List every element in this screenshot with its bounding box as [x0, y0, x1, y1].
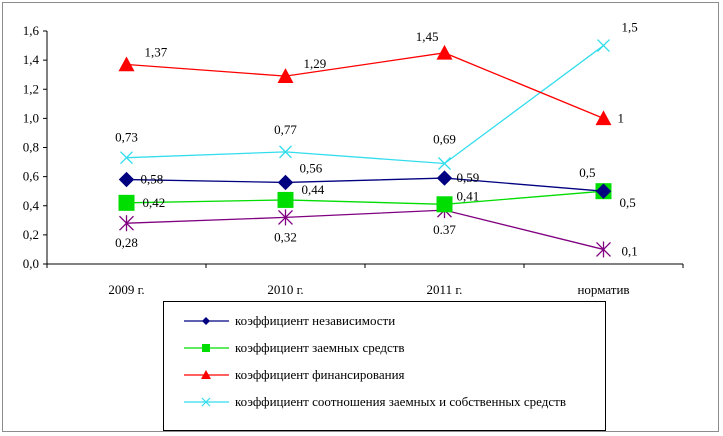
- data-point: [436, 170, 453, 186]
- data-label: 1,37: [145, 44, 168, 59]
- data-label: 1,45: [416, 29, 439, 44]
- data-point: [279, 145, 292, 159]
- series-line: [126, 190, 604, 205]
- data-point-stroke: [279, 145, 292, 159]
- data-label: 0,5: [620, 195, 636, 210]
- y-tick-label: 0,8: [23, 140, 39, 155]
- legend-marker-stroke: [201, 397, 211, 407]
- data-label: 0,1: [622, 243, 638, 258]
- data-point: [277, 68, 294, 83]
- legend-item: коэффициент соотношения заемных и собств…: [164, 392, 566, 412]
- legend-label: коэффициент финансирования: [235, 367, 405, 382]
- data-label: 0,42: [143, 195, 166, 210]
- legend-label: коэффициент соотношения заемных и собств…: [235, 394, 566, 409]
- y-tick-label: 1,4: [23, 52, 40, 67]
- data-label: 0.37: [433, 222, 456, 237]
- x-tick-label: норматив: [577, 282, 629, 297]
- series-line: [126, 45, 604, 165]
- data-point: [595, 110, 612, 126]
- data-label: 0,5: [579, 165, 595, 180]
- data-point-stroke: [438, 157, 451, 170]
- data-point: [278, 209, 293, 226]
- data-point: [120, 151, 133, 165]
- data-label: 0,28: [115, 235, 138, 250]
- data-point: [277, 174, 294, 191]
- y-tick-label: 0,0: [23, 256, 39, 271]
- legend-item: коэффициент независимости: [164, 311, 395, 331]
- y-tick-label: 1,0: [23, 110, 39, 125]
- legend-marker: [202, 344, 210, 352]
- legend-marker: [201, 370, 211, 379]
- y-tick-label: 0,6: [23, 169, 40, 184]
- data-point-stroke: [597, 39, 610, 53]
- y-tick-label: 1,6: [23, 23, 40, 38]
- legend-swatch: [184, 344, 229, 352]
- data-point: [596, 241, 611, 258]
- data-label: 0,58: [141, 172, 164, 187]
- data-label: 0,44: [302, 182, 325, 197]
- y-tick-label: 1,2: [23, 81, 39, 96]
- data-label: 0,56: [300, 160, 323, 175]
- data-label: 1,29: [304, 56, 327, 71]
- data-label: 0,69: [433, 132, 456, 147]
- data-label: 0,77: [274, 122, 297, 137]
- legend-swatch: [184, 397, 229, 407]
- legend-marker: [202, 317, 210, 325]
- legend-item: коэффициент заемных средств: [164, 338, 405, 358]
- data-point-stroke: [120, 151, 133, 165]
- chart-legend: коэффициент независимости коэффициент зае…: [163, 301, 606, 431]
- legend-marker: [201, 397, 211, 407]
- legend-swatch: [184, 317, 229, 325]
- data-label: 0,32: [274, 229, 297, 244]
- legend-swatch: [184, 370, 229, 379]
- series-line: [126, 52, 604, 119]
- series-line: [126, 209, 604, 251]
- data-point: [277, 191, 294, 208]
- data-label: 1,5: [622, 20, 638, 35]
- data-point: [436, 44, 453, 60]
- chart-frame: 0,0 0,2 0,4 0,6 0,8 1,0 1,2 1,4 1,6 2009 г. 2010 г…: [2, 2, 719, 432]
- data-point: [118, 194, 135, 211]
- data-point: [436, 196, 453, 213]
- data-point: [119, 215, 134, 232]
- x-tick-label: 2010 г.: [267, 282, 303, 297]
- series-line: [126, 177, 604, 192]
- data-point: [595, 183, 612, 199]
- line-chart: 0,0 0,2 0,4 0,6 0,8 1,0 1,2 1,4 1,6 2009 г. 2010 г…: [23, 20, 684, 297]
- x-tick-label: 2011 г.: [427, 282, 463, 297]
- data-label: 0,59: [457, 170, 480, 185]
- data-label: 0,41: [457, 188, 480, 203]
- x-tick-label: 2009 г.: [108, 282, 144, 297]
- data-label: 1: [618, 110, 625, 125]
- legend-item: коэффициент финансирования: [164, 365, 405, 385]
- data-label: 0,73: [115, 130, 138, 145]
- y-tick-label: 0,2: [23, 227, 39, 242]
- data-point: [597, 39, 610, 53]
- legend-label: коэффициент независимости: [235, 313, 396, 328]
- data-point: [118, 171, 135, 188]
- legend-label: коэффициент заемных средств: [235, 340, 405, 355]
- data-point: [438, 157, 451, 170]
- y-tick-label: 0,4: [23, 198, 40, 213]
- data-point: [118, 56, 135, 72]
